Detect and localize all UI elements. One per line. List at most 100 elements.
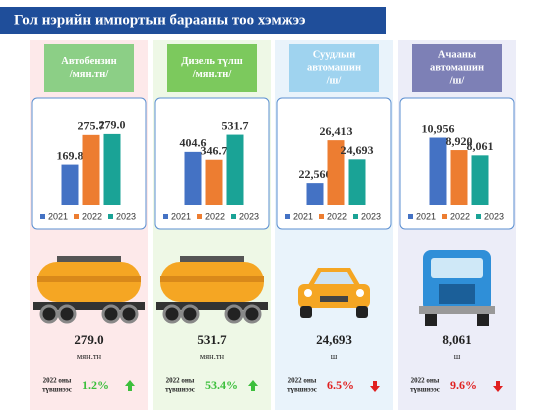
truck-grille (439, 284, 475, 304)
bar (61, 164, 79, 205)
legend-swatch (408, 214, 413, 219)
legend-label: 2021 (416, 211, 436, 221)
data-label: 346.7 (201, 143, 228, 157)
column-title: /мян.тн/ (192, 69, 233, 80)
headlight (304, 289, 312, 297)
wheel (224, 304, 244, 324)
data-label: 8,920 (446, 134, 473, 148)
column-title: автомашин (307, 62, 361, 73)
legend-swatch (476, 214, 481, 219)
data-label: 8,061 (467, 139, 494, 153)
icon (156, 256, 268, 324)
change-label: түвшнээс (410, 386, 440, 394)
bar (450, 150, 468, 205)
legend-label: 2022 (82, 211, 102, 221)
column-title: /ш/ (449, 75, 466, 86)
car-window (314, 272, 354, 284)
tyre (356, 306, 368, 318)
bar (348, 159, 366, 205)
legend-swatch (285, 214, 290, 219)
bar (205, 159, 223, 205)
tyre (425, 314, 437, 326)
change-arrow (125, 380, 135, 391)
bar (429, 137, 447, 205)
change-label: 2022 оны (411, 377, 440, 385)
legend-label: 2023 (116, 211, 136, 221)
column-header (289, 44, 379, 92)
legend-swatch (319, 214, 324, 219)
total-value: 531.7 (197, 332, 227, 347)
wheel (162, 304, 182, 324)
column-title: Дизель түлш (181, 56, 243, 67)
truck-bumper (419, 306, 495, 314)
change-label: түвшнээс (165, 386, 195, 394)
data-label: 22,560 (299, 167, 332, 181)
page-title: Гол нэрийн импортын барааны тоо хэмжээ (14, 12, 306, 28)
wheel (101, 304, 121, 324)
column-title: Автобензин (61, 56, 116, 67)
chassis (33, 302, 145, 310)
wheel (57, 304, 77, 324)
column-title: /ш/ (326, 75, 343, 86)
data-label: 10,956 (422, 121, 455, 135)
unit: мян.тн (77, 351, 102, 361)
bar (327, 140, 345, 205)
legend-swatch (163, 214, 168, 219)
wheel (242, 304, 262, 324)
data-label: 531.7 (222, 118, 249, 132)
change-label: түвшнээс (287, 386, 317, 394)
legend-label: 2023 (361, 211, 381, 221)
title-banner (0, 7, 386, 34)
data-label: 26,413 (320, 124, 353, 138)
total-value: 8,061 (442, 332, 471, 347)
tank-top (57, 256, 121, 262)
change-value: 9.6% (450, 378, 477, 392)
column-header (44, 44, 134, 92)
data-label: 404.6 (180, 136, 207, 150)
bar (184, 151, 202, 205)
unit: ш (454, 351, 461, 361)
change-arrow (493, 381, 503, 392)
legend-swatch (231, 214, 236, 219)
tyre (477, 314, 489, 326)
bar (306, 183, 324, 205)
change-label: 2022 оны (166, 377, 195, 385)
column-title: /мян.тн/ (69, 69, 110, 80)
legend-label: 2023 (239, 211, 259, 221)
icon (33, 256, 145, 324)
bar (103, 133, 121, 205)
change-value: 1.2% (82, 378, 109, 392)
legend-swatch (74, 214, 79, 219)
legend-label: 2021 (293, 211, 313, 221)
legend-label: 2023 (484, 211, 504, 221)
legend-swatch (442, 214, 447, 219)
legend-swatch (353, 214, 358, 219)
column-header (412, 44, 502, 92)
legend-label: 2022 (450, 211, 470, 221)
bar (471, 155, 489, 205)
data-label: 279.0 (99, 118, 126, 132)
icon (298, 268, 370, 318)
truck-window (431, 258, 483, 278)
column-header (167, 44, 257, 92)
headlight (356, 289, 364, 297)
legend-swatch (108, 214, 113, 219)
tank-band (160, 276, 264, 282)
change-arrow (248, 380, 258, 391)
change-label: түвшнээс (42, 386, 72, 394)
change-value: 53.4% (205, 378, 238, 392)
wheel (39, 304, 59, 324)
column-title: автомашин (430, 62, 484, 73)
legend-swatch (197, 214, 202, 219)
data-label: 24,693 (341, 143, 374, 157)
chassis (156, 302, 268, 310)
legend-label: 2022 (327, 211, 347, 221)
data-label: 169.8 (57, 148, 84, 162)
tyre (300, 306, 312, 318)
grille (320, 296, 348, 302)
tank-top (180, 256, 244, 262)
column-title: Суудлын (313, 49, 356, 60)
column-title: Ачааны (438, 49, 476, 60)
legend-label: 2021 (171, 211, 191, 221)
